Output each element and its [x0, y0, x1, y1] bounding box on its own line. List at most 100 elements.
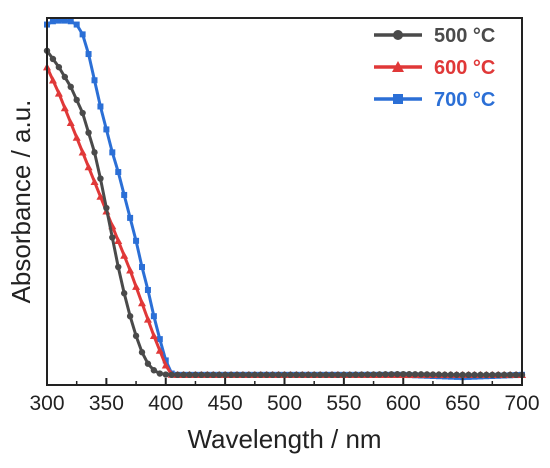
data-point — [156, 370, 164, 377]
data-point — [109, 149, 116, 156]
data-point — [287, 371, 294, 379]
data-point — [174, 371, 181, 379]
data-point — [103, 126, 110, 133]
legend-swatch-marker — [393, 30, 403, 40]
data-point — [411, 371, 419, 378]
data-point — [97, 103, 104, 110]
data-point — [495, 371, 502, 379]
data-point — [132, 332, 140, 340]
data-point — [138, 349, 146, 356]
x-tick-label: 400 — [148, 392, 183, 415]
data-point — [54, 89, 63, 97]
data-point — [60, 104, 69, 112]
data-point — [215, 371, 223, 379]
data-point — [90, 177, 99, 186]
data-point — [186, 371, 193, 379]
data-point — [417, 371, 425, 378]
data-point — [84, 163, 93, 171]
data-point — [245, 371, 253, 379]
data-point — [133, 237, 140, 244]
series-line — [45, 66, 522, 377]
data-point — [91, 149, 98, 156]
x-tick-label: 500 — [267, 392, 302, 415]
legend-label: 600 °C — [434, 57, 495, 79]
x-tick-label: 450 — [208, 392, 243, 415]
x-tick-label: 350 — [89, 392, 124, 415]
data-point — [500, 371, 508, 379]
data-point — [143, 315, 152, 323]
data-point — [126, 266, 135, 274]
x-tick-label: 650 — [445, 392, 480, 415]
x-tick-label: 700 — [504, 392, 539, 415]
data-point — [447, 371, 454, 378]
data-point — [150, 367, 158, 374]
legend-swatch-marker — [392, 61, 404, 72]
data-point — [322, 371, 330, 379]
legend-label: 500 °C — [434, 25, 495, 47]
data-point — [127, 214, 134, 221]
data-point — [512, 371, 520, 379]
data-point — [79, 31, 86, 38]
data-point — [364, 371, 371, 378]
data-point — [67, 83, 74, 91]
data-point — [239, 371, 247, 379]
data-point — [149, 331, 158, 340]
data-point — [310, 371, 318, 379]
data-point — [156, 336, 163, 343]
data-point — [441, 371, 449, 378]
data-point — [73, 96, 80, 104]
data-point — [79, 109, 86, 117]
data-point — [55, 17, 62, 24]
data-point — [120, 290, 128, 297]
series-layer — [43, 17, 526, 381]
data-point — [162, 371, 169, 378]
x-tick-label: 600 — [386, 392, 421, 415]
data-point — [150, 313, 157, 320]
data-point — [115, 169, 122, 176]
data-point — [91, 77, 98, 84]
data-point — [78, 148, 87, 156]
data-point — [388, 371, 395, 378]
data-point — [126, 312, 134, 320]
data-point — [382, 371, 389, 378]
legend-entry: 600 °C — [374, 57, 495, 79]
data-point — [465, 371, 472, 379]
data-point — [73, 21, 80, 28]
data-point — [67, 18, 74, 25]
data-point — [155, 346, 164, 354]
data-point — [346, 371, 354, 378]
data-point — [305, 371, 312, 379]
x-axis-title: Wavelength / nm — [187, 424, 381, 454]
data-point — [263, 371, 270, 379]
data-point — [49, 55, 57, 63]
data-point — [429, 371, 437, 378]
legend: 500 °C 600 °C 700 °C — [374, 25, 495, 111]
data-point — [281, 371, 288, 379]
data-point — [506, 371, 514, 379]
data-point — [61, 17, 68, 24]
data-point — [144, 360, 152, 367]
data-point — [132, 282, 141, 290]
legend-label: 700 °C — [434, 89, 495, 111]
legend-entry: 700 °C — [374, 89, 495, 111]
data-point — [394, 371, 401, 378]
data-point — [162, 357, 169, 364]
data-point — [49, 18, 56, 25]
data-point — [103, 204, 110, 212]
data-point — [483, 371, 490, 379]
data-point — [114, 236, 123, 245]
data-point — [370, 371, 377, 378]
data-point — [139, 264, 145, 271]
data-point — [489, 371, 496, 379]
data-point — [400, 370, 407, 378]
data-point — [115, 263, 122, 271]
legend-swatch-marker — [393, 94, 403, 104]
data-point — [221, 371, 229, 379]
data-point — [293, 371, 300, 379]
data-point — [168, 371, 175, 379]
data-point — [61, 73, 69, 81]
data-point — [435, 371, 443, 378]
data-point — [121, 191, 128, 198]
data-point — [96, 192, 105, 200]
